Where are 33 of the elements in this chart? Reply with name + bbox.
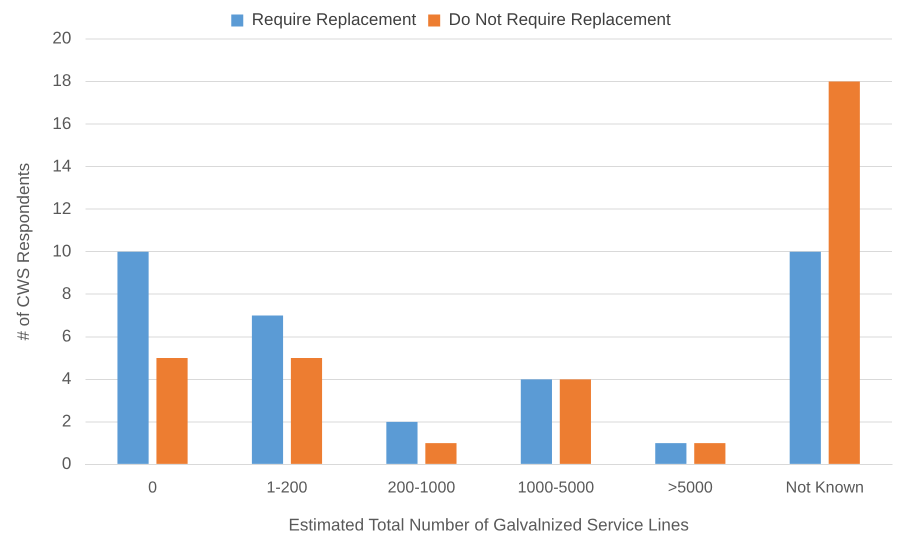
bar <box>828 82 860 464</box>
bar <box>520 379 552 464</box>
bar <box>425 443 457 464</box>
bar <box>156 358 188 464</box>
x-tick-label: 0 <box>148 479 158 496</box>
legend-label: Require Replacement <box>252 10 416 30</box>
bar <box>117 252 149 464</box>
bar <box>790 252 821 464</box>
y-tick-label: 14 <box>52 156 72 176</box>
y-tick-label: 12 <box>52 198 72 218</box>
y-tick-label: 8 <box>62 284 72 303</box>
y-tick-label: 4 <box>62 369 72 388</box>
bar <box>290 358 322 464</box>
bar <box>560 379 591 464</box>
y-tick-label: 18 <box>52 71 72 90</box>
x-tick-label: Not Known <box>786 479 864 496</box>
x-axis-title: Estimated Total Number of Galvalnized Service Lines <box>288 515 689 534</box>
y-tick-label: 20 <box>52 28 72 48</box>
bar <box>252 316 284 464</box>
y-tick-label: 6 <box>62 326 72 346</box>
x-tick-label: >5000 <box>668 479 713 496</box>
y-tick-label: 10 <box>52 241 72 260</box>
x-tick-label: 1-200 <box>266 479 308 496</box>
x-tick-label: 1000-5000 <box>518 479 594 496</box>
bar <box>655 443 686 464</box>
y-tick-label: 2 <box>62 412 72 431</box>
y-axis-title: # of CWS Respondents <box>14 162 33 341</box>
y-tick-label: 0 <box>62 454 72 474</box>
y-tick-label: 16 <box>52 114 72 133</box>
bar <box>386 422 418 464</box>
legend-label: Do Not Require Replacement <box>448 10 672 30</box>
x-tick-label: 200-1000 <box>388 479 456 496</box>
bar <box>694 443 726 464</box>
